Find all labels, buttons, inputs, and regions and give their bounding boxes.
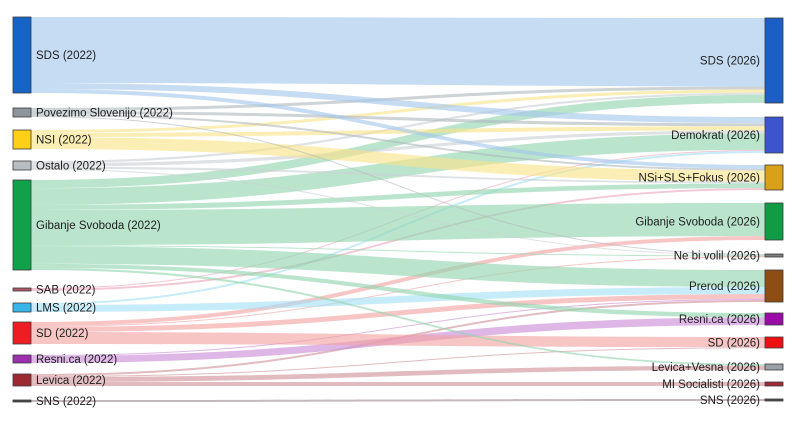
sankey-node-povezimo-2022[interactable]: [12, 107, 32, 118]
node-label-mi-socialisti-2026: MI Socialisti (2026): [662, 379, 760, 391]
node-label-nsi-sls-fokus-2026: NSi+SLS+Fokus (2026): [639, 173, 761, 185]
sankey-node-sd-2026[interactable]: [764, 336, 784, 349]
sankey-node-gs-2022[interactable]: [12, 179, 32, 271]
sankey-link-ostalo-2022--ne-bi-volil-2026[interactable]: [31, 168, 765, 256]
sankey-links: [31, 17, 765, 402]
node-label-nsi-2022: NSI (2022): [36, 135, 92, 147]
sankey-link-nsi-2022--sds-2026[interactable]: [31, 89, 765, 134]
sankey-nodes: [12, 16, 784, 403]
node-label-resnica-2026: Resni.ca (2026): [679, 314, 760, 326]
sankey-link-gs-2022--prerod-2026[interactable]: [31, 246, 765, 287]
sankey-node-resnica-2022[interactable]: [12, 354, 32, 364]
sankey-link-ostalo-2022--nsi-sls-fokus-2026[interactable]: [31, 166, 765, 184]
sankey-link-sds-2022--demokrati-2026[interactable]: [31, 83, 765, 124]
sankey-link-levica-2022--mi-socialisti-2026[interactable]: [31, 382, 765, 386]
sankey-node-levica-vesna-2026[interactable]: [764, 363, 784, 371]
sankey-node-sns-2022[interactable]: [12, 399, 32, 403]
sankey-link-nsi-2022--demokrati-2026[interactable]: [31, 126, 765, 137]
node-label-povezimo-2022: Povezimo Slovenijo (2022): [36, 108, 173, 120]
node-label-sns-2022: SNS (2022): [36, 396, 96, 408]
sankey-link-sns-2022--sns-2026[interactable]: [31, 399, 765, 402]
node-label-resnica-2022: Resni.ca (2022): [36, 354, 117, 366]
sankey-link-povezimo-2022--nsi-sls-fokus-2026[interactable]: [31, 114, 765, 171]
sankey-link-sd-2022--gs-2026[interactable]: [31, 236, 765, 326]
sankey-link-gs-2022--resnica-2026[interactable]: [31, 263, 765, 318]
sankey-link-gs-2022--demokrati-2026[interactable]: [31, 133, 765, 205]
node-label-sds-2022: SDS (2022): [36, 50, 96, 62]
sankey-link-gs-2022--levica-vesna-2026[interactable]: [31, 267, 765, 366]
sankey-link-ostalo-2022--demokrati-2026[interactable]: [31, 130, 765, 167]
sankey-link-nsi-2022--nsi-sls-fokus-2026[interactable]: [31, 137, 765, 182]
sankey-node-nsi-sls-fokus-2026[interactable]: [764, 164, 784, 191]
sankey-node-levica-2022[interactable]: [12, 373, 32, 387]
sankey-node-sns-2026[interactable]: [764, 398, 784, 402]
sankey-link-lms-2022--prerod-2026[interactable]: [31, 287, 765, 312]
node-label-levica-vesna-2026: Levica+Vesna (2026): [652, 362, 761, 374]
sankey-link-levica-2022--sd-2026[interactable]: [31, 347, 765, 377]
node-label-levica-2022: Levica (2022): [36, 375, 106, 387]
sankey-link-gs-2022--ne-bi-volil-2026[interactable]: [31, 245, 765, 257]
node-label-prerod-2026: Prerod (2026): [689, 281, 760, 293]
node-label-sd-2026: SD (2026): [708, 338, 761, 350]
node-label-gs-2022: Gibanje Svoboda (2022): [36, 220, 161, 232]
sankey-link-povezimo-2022--sds-2026[interactable]: [31, 86, 765, 111]
sankey-node-ostalo-2022[interactable]: [12, 160, 32, 171]
node-label-ne-bi-volil-2026: Ne bi volil (2026): [674, 251, 760, 263]
node-label-gs-2026: Gibanje Svoboda (2026): [635, 217, 760, 229]
sankey-node-mi-socialisti-2026[interactable]: [764, 381, 784, 387]
sankey-link-gs-2022--gs-2026[interactable]: [31, 203, 765, 246]
node-label-sab-2022: SAB (2022): [36, 285, 96, 297]
sankey-node-resnica-2026[interactable]: [764, 312, 784, 326]
node-label-sns-2026: SNS (2026): [700, 395, 760, 407]
sankey-node-gs-2026[interactable]: [764, 202, 784, 241]
node-label-sds-2026: SDS (2026): [700, 56, 760, 68]
sankey-link-sd-2022--sd-2026[interactable]: [31, 332, 765, 348]
node-label-sd-2022: SD (2022): [36, 328, 89, 340]
sankey-node-demokrati-2026[interactable]: [764, 116, 784, 154]
sankey-node-sab-2022[interactable]: [12, 287, 32, 292]
sankey-link-sd-2022--prerod-2026[interactable]: [31, 294, 765, 332]
node-label-ostalo-2022: Ostalo (2022): [36, 161, 106, 173]
sankey-node-sds-2026[interactable]: [764, 17, 784, 104]
sankey-link-sds-2022--nsi-sls-fokus-2026[interactable]: [31, 89, 765, 169]
sankey-link-povezimo-2022--ne-bi-volil-2026[interactable]: [31, 116, 765, 255]
sankey-node-sd-2022[interactable]: [12, 321, 32, 345]
sankey-link-povezimo-2022--demokrati-2026[interactable]: [31, 111, 765, 127]
sankey-link-levica-2022--levica-vesna-2026[interactable]: [31, 365, 765, 382]
node-label-demokrati-2026: Demokrati (2026): [671, 130, 760, 142]
sankey-link-resnica-2022--prerod-2026[interactable]: [31, 299, 765, 356]
sankey-node-ne-bi-volil-2026[interactable]: [764, 253, 784, 258]
sankey-link-gs-2022--nsi-sls-fokus-2026[interactable]: [31, 183, 765, 211]
sankey-node-nsi-2022[interactable]: [12, 129, 32, 150]
sankey-labels: SDS (2022) Povezimo Slovenijo (2022) NSI (…: [36, 50, 760, 408]
sankey-link-sds-2022--sds-2026[interactable]: [31, 17, 765, 87]
sankey-node-prerod-2026[interactable]: [764, 269, 784, 303]
sankey-node-sds-2022[interactable]: [12, 16, 32, 94]
node-label-lms-2022: LMS (2022): [36, 303, 96, 315]
sankey-node-lms-2022[interactable]: [12, 302, 32, 313]
